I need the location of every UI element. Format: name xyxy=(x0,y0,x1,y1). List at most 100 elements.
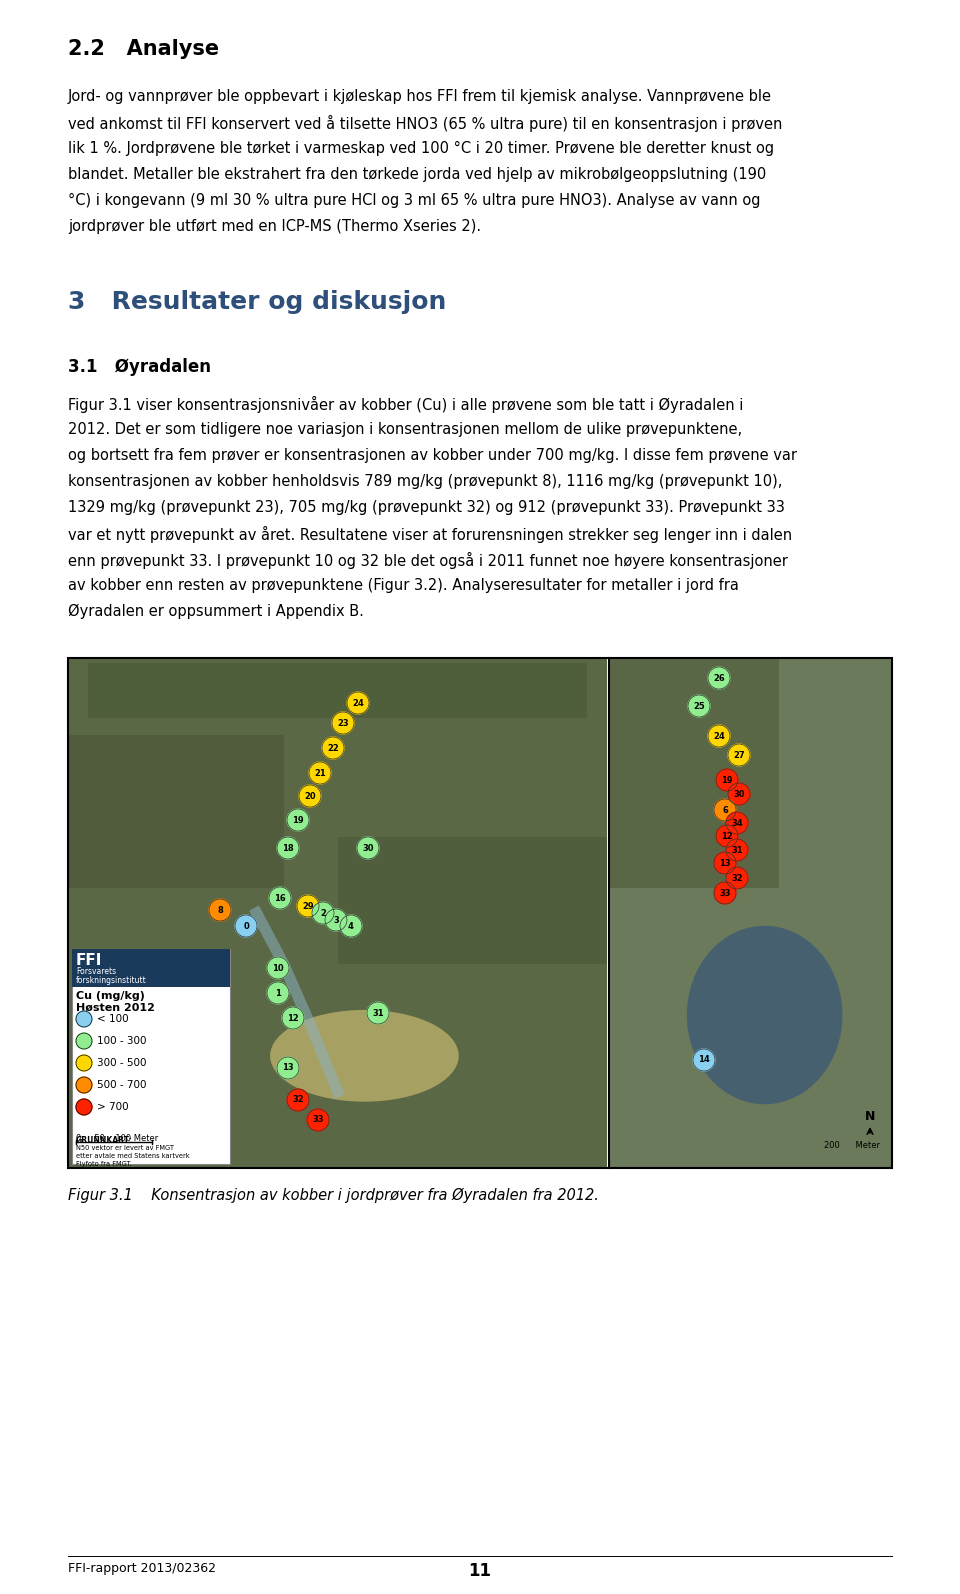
Text: 20: 20 xyxy=(304,792,316,800)
Circle shape xyxy=(267,982,289,1004)
Circle shape xyxy=(76,1055,92,1071)
Circle shape xyxy=(209,899,231,921)
Text: FFI: FFI xyxy=(76,953,103,968)
Text: 18: 18 xyxy=(282,843,294,853)
Bar xyxy=(68,658,607,1168)
Circle shape xyxy=(322,736,344,759)
Text: Øyradalen er oppsummert i Appendix B.: Øyradalen er oppsummert i Appendix B. xyxy=(68,604,364,620)
Circle shape xyxy=(325,909,347,931)
Text: 1329 mg/kg (prøvepunkt 23), 705 mg/kg (prøvepunkt 32) og 912 (prøvepunkt 33). Pr: 1329 mg/kg (prøvepunkt 23), 705 mg/kg (p… xyxy=(68,501,785,515)
Text: 13: 13 xyxy=(719,859,731,867)
Bar xyxy=(68,735,283,888)
Text: 300 - 500: 300 - 500 xyxy=(97,1058,147,1068)
Circle shape xyxy=(714,881,736,904)
Circle shape xyxy=(340,915,362,937)
Text: 29: 29 xyxy=(302,902,314,910)
Circle shape xyxy=(726,838,748,861)
Text: konsentrasjonen av kobber henholdsvis 789 mg/kg (prøvepunkt 8), 1116 mg/kg (prøv: konsentrasjonen av kobber henholdsvis 78… xyxy=(68,473,782,489)
Circle shape xyxy=(282,1007,304,1030)
Bar xyxy=(338,837,607,964)
Circle shape xyxy=(714,799,736,821)
Text: forskningsinstitutt: forskningsinstitutt xyxy=(76,976,147,985)
Text: 6: 6 xyxy=(722,805,728,815)
Text: 10: 10 xyxy=(273,963,284,972)
Circle shape xyxy=(307,1109,329,1132)
Ellipse shape xyxy=(270,1011,459,1101)
Text: 30: 30 xyxy=(362,843,373,853)
Circle shape xyxy=(367,1003,389,1023)
Text: 31: 31 xyxy=(732,845,743,854)
Text: 2.2   Analyse: 2.2 Analyse xyxy=(68,38,219,59)
Text: FFI-rapport 2013/02362: FFI-rapport 2013/02362 xyxy=(68,1562,216,1575)
Circle shape xyxy=(726,867,748,889)
Bar xyxy=(609,658,892,1168)
Text: N: N xyxy=(865,1109,876,1122)
Text: 2012. Det er som tidligere noe variasjon i konsentrasjonen mellom de ulike prøve: 2012. Det er som tidligere noe variasjon… xyxy=(68,422,742,437)
Text: av kobber enn resten av prøvepunktene (Figur 3.2). Analyseresultater for metalle: av kobber enn resten av prøvepunktene (F… xyxy=(68,579,739,593)
Text: 21: 21 xyxy=(314,768,325,778)
Text: 19: 19 xyxy=(721,776,732,784)
Text: 32: 32 xyxy=(292,1095,303,1105)
Circle shape xyxy=(728,744,750,767)
Text: 25: 25 xyxy=(693,701,705,711)
Text: 19: 19 xyxy=(292,816,303,824)
Text: 0: 0 xyxy=(243,921,249,931)
Circle shape xyxy=(297,894,319,917)
Circle shape xyxy=(357,837,379,859)
Text: ved ankomst til FFI konservert ved å tilsette HNO3 (65 % ultra pure) til en kons: ved ankomst til FFI konservert ved å til… xyxy=(68,115,782,132)
Text: Figur 3.1    Konsentrasjon av kobber i jordprøver fra Øyradalen fra 2012.: Figur 3.1 Konsentrasjon av kobber i jord… xyxy=(68,1188,599,1203)
Text: GRUNNKART:: GRUNNKART: xyxy=(76,1137,132,1144)
Text: 24: 24 xyxy=(713,732,725,741)
Text: < 100: < 100 xyxy=(97,1014,129,1023)
Circle shape xyxy=(269,886,291,909)
Circle shape xyxy=(726,811,748,834)
Text: 1: 1 xyxy=(276,988,281,998)
Bar xyxy=(72,948,230,987)
Bar xyxy=(68,658,892,1168)
Text: Flyfoto fra FMGT.: Flyfoto fra FMGT. xyxy=(76,1160,132,1167)
Text: > 700: > 700 xyxy=(97,1101,129,1113)
Text: 8: 8 xyxy=(217,905,223,915)
Text: 12: 12 xyxy=(287,1014,299,1022)
Text: 31: 31 xyxy=(372,1009,384,1017)
Text: Cu (mg/kg): Cu (mg/kg) xyxy=(76,991,145,1001)
Text: 23: 23 xyxy=(337,719,348,727)
Circle shape xyxy=(277,1057,299,1079)
Text: 11: 11 xyxy=(468,1562,492,1580)
Text: 200      Meter: 200 Meter xyxy=(824,1141,880,1149)
Text: 27: 27 xyxy=(733,751,745,759)
Text: 32: 32 xyxy=(732,874,743,883)
Text: 13: 13 xyxy=(282,1063,294,1073)
Bar xyxy=(72,948,230,1164)
Text: Høsten 2012: Høsten 2012 xyxy=(76,1003,155,1014)
Circle shape xyxy=(235,915,257,937)
Text: lik 1 %. Jordprøvene ble tørket i varmeskap ved 100 °C i 20 timer. Prøvene ble d: lik 1 %. Jordprøvene ble tørket i varmes… xyxy=(68,140,774,156)
Circle shape xyxy=(714,853,736,874)
Text: 3: 3 xyxy=(333,915,339,925)
Text: etter avtale med Statens kartverk: etter avtale med Statens kartverk xyxy=(76,1152,190,1159)
Text: 12: 12 xyxy=(721,832,732,840)
Circle shape xyxy=(76,1078,92,1093)
Ellipse shape xyxy=(686,926,843,1105)
Text: Jord- og vannprøver ble oppbevart i kjøleskap hos FFI frem til kjemisk analyse. : Jord- og vannprøver ble oppbevart i kjøl… xyxy=(68,89,772,104)
Text: enn prøvepunkt 33. I prøvepunkt 10 og 32 ble det også i 2011 funnet noe høyere k: enn prøvepunkt 33. I prøvepunkt 10 og 32… xyxy=(68,552,788,569)
Text: 14: 14 xyxy=(698,1055,709,1065)
Circle shape xyxy=(76,1011,92,1027)
Circle shape xyxy=(332,713,354,733)
Text: 26: 26 xyxy=(713,674,725,682)
Circle shape xyxy=(287,1089,309,1111)
Circle shape xyxy=(728,783,750,805)
Circle shape xyxy=(312,902,334,925)
Text: 33: 33 xyxy=(719,888,731,897)
Circle shape xyxy=(716,826,738,846)
Text: 16: 16 xyxy=(275,894,286,902)
Text: 100 - 300: 100 - 300 xyxy=(97,1036,147,1046)
Text: °C) i kongevann (9 ml 30 % ultra pure HCl og 3 ml 65 % ultra pure HNO3). Analyse: °C) i kongevann (9 ml 30 % ultra pure HC… xyxy=(68,193,760,207)
Circle shape xyxy=(693,1049,715,1071)
Text: 22: 22 xyxy=(327,743,339,752)
Text: Figur 3.1 viser konsentrasjonsnivåer av kobber (Cu) i alle prøvene som ble tatt : Figur 3.1 viser konsentrasjonsnivåer av … xyxy=(68,395,743,413)
Circle shape xyxy=(688,695,710,717)
Text: var et nytt prøvepunkt av året. Resultatene viser at forurensningen strekker seg: var et nytt prøvepunkt av året. Resultat… xyxy=(68,526,792,544)
Circle shape xyxy=(708,725,730,748)
Text: 500 - 700: 500 - 700 xyxy=(97,1081,147,1090)
